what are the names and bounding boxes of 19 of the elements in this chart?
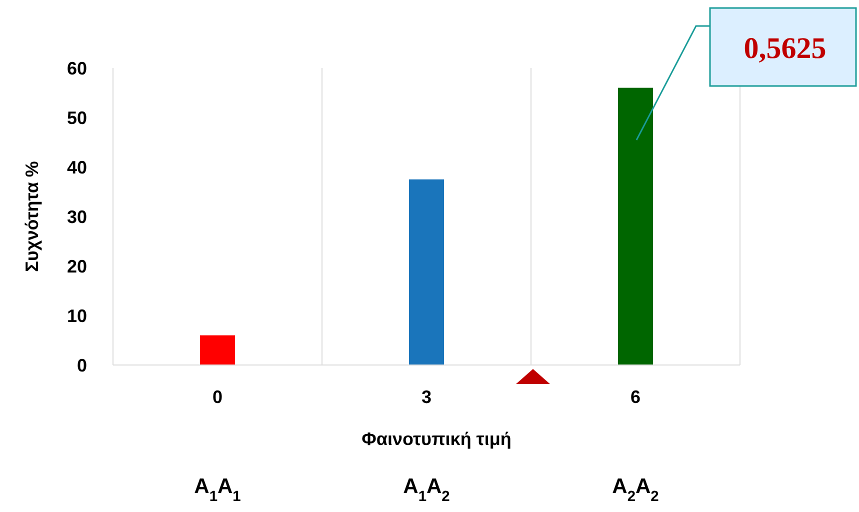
text: A$_{2}$A$_{2}$ [612,475,659,505]
y-tick-label: 0 [76,355,87,376]
text: A$_{1}$A$_{2}$ [403,475,450,505]
y-tick-label: 50 [66,108,87,128]
y-tick-label: 20 [66,256,87,276]
x-tick-label: 6 [630,387,641,407]
text: 0,5625 [744,32,826,65]
bar [618,88,653,365]
y-tick-label: 30 [66,206,87,227]
y-axis-title: Συχνότητα % [22,161,42,272]
y-tick-label: 10 [66,306,87,326]
bar [409,179,444,365]
x-tick-label: 0 [212,387,223,407]
text: A$_{1}$A$_{1}$ [194,475,241,505]
y-tick-label: 40 [66,157,87,178]
x-tick-label: 3 [421,387,432,407]
y-tick-label: 60 [66,58,87,78]
bar [200,335,235,365]
x-axis-title: Φαινοτυπική τιμή [362,429,512,449]
